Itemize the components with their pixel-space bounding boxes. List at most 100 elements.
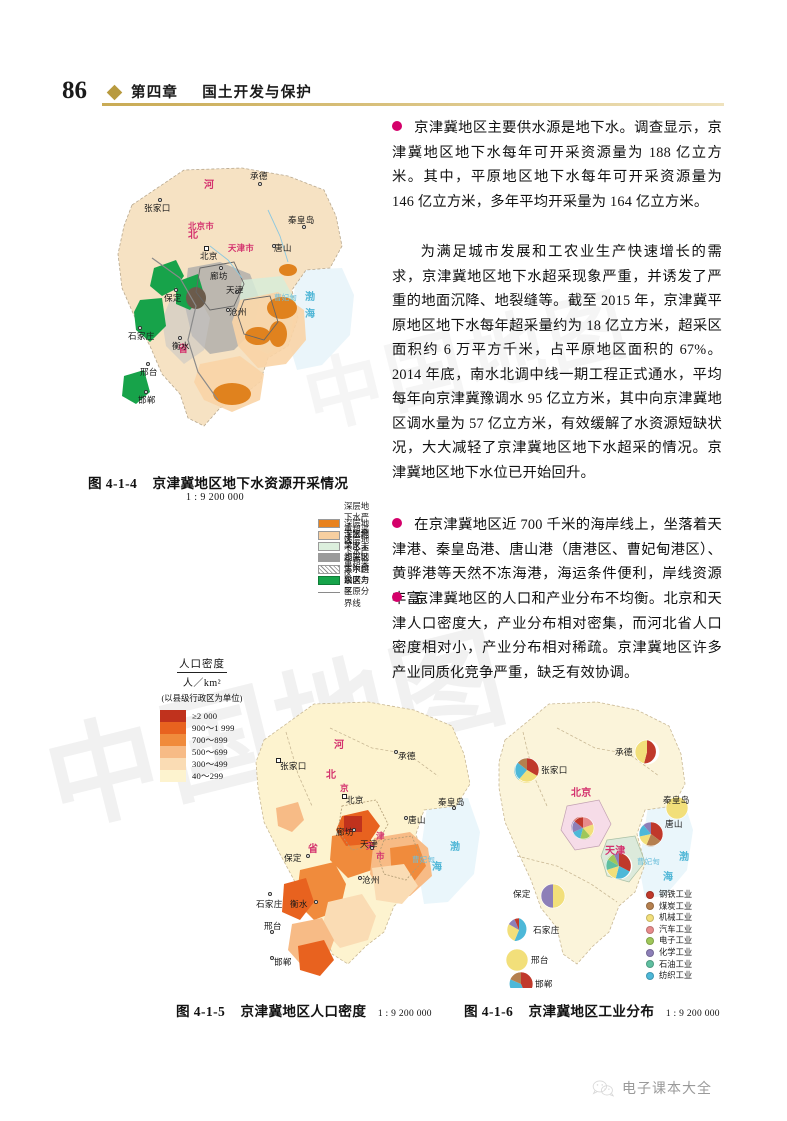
density-label: 900～1 999 (192, 723, 235, 733)
region-label-he: 河 (204, 180, 215, 191)
city-dot (452, 806, 456, 810)
sea-label-caofeidian: 曹妃甸 (637, 857, 661, 866)
legend-dot (646, 902, 654, 911)
legend-item: 深层地下水未超采区 (318, 530, 377, 562)
region-label-sheng: 省 (178, 344, 189, 355)
city-label-baoding: 保定 (284, 853, 302, 863)
legend-label: 深层地下水超采区 (344, 518, 370, 551)
city-label-tangshan: 唐山 (408, 815, 426, 825)
pie-chart-xingtai (505, 948, 529, 972)
pie-chart-zhangjiakou (514, 757, 540, 783)
legend-swatch (318, 576, 340, 586)
legend-dot (646, 913, 654, 922)
legend-item: 化学工业 (646, 947, 692, 959)
sea-label-caofeidian: 曹妃甸 (274, 293, 298, 302)
city-label-baoding: 保定 (164, 293, 182, 303)
city-label-tangshan: 唐山 (274, 243, 292, 253)
region-label-beijing: 北京 (571, 788, 592, 799)
figure-industry-map: 张家口 承德 北京 秦皇岛 唐山 天津 保定 石家庄 邢台 邯郸 渤 海 曹妃甸 (487, 688, 702, 989)
legend-label: 石油工业 (659, 959, 693, 969)
legend-item: 煤炭工业 (646, 901, 692, 913)
bullet-icon (392, 518, 402, 528)
city-dot (302, 225, 306, 229)
legend-item: 深层地下水严重超采区 (318, 502, 377, 545)
legend-swatch (318, 564, 340, 574)
paragraph-group-2: 为满足城市发展和工农业生产快速增长的需求，京津冀地区地下水超采现象严重，并诱发了… (392, 240, 722, 485)
legend-dot (646, 925, 654, 934)
city-dot (219, 266, 223, 270)
page-number: 86 (62, 77, 87, 104)
density-label: ≥2 000 (192, 711, 218, 721)
density-swatch (160, 770, 186, 782)
pie-chart-handan (508, 971, 534, 988)
legend-item: 纺织工业 (646, 970, 692, 982)
diamond-icon (106, 84, 123, 100)
density-label: 700～899 (192, 735, 228, 745)
region-label-sheng: 省 (308, 844, 319, 855)
figure-1-title: 京津冀地区地下水资源开采情况 (152, 476, 349, 491)
legend-dot (646, 890, 654, 899)
city-label-xingtai: 邢台 (140, 367, 158, 377)
city-label-hengshui: 衡水 (172, 341, 190, 351)
city-label-chengde: 承德 (398, 751, 416, 761)
pie-label-zhangjiakou: 张家口 (541, 765, 568, 775)
city-dot (358, 876, 362, 880)
industry-map-graphic (498, 701, 693, 988)
pie-chart-shijiazhuang (506, 917, 532, 943)
city-label-cangzhou: 沧州 (362, 875, 380, 885)
city-label-qinhuangdao: 秦皇岛 (288, 215, 315, 225)
legend-swatch (318, 519, 340, 529)
figure-1-caption: 图 4-1-4 京津冀地区地下水资源开采情况 (88, 472, 348, 492)
density-swatch (160, 746, 186, 758)
legend-item: 山区与平原分界线 (318, 576, 377, 608)
city-dot (306, 854, 310, 858)
legend-item: 集中供水潜力区 (318, 565, 377, 596)
region-label-bei: 北 (188, 230, 199, 241)
legend-swatch (318, 541, 340, 551)
pie-chart-tangshan (638, 821, 664, 847)
legend-label: 电子工业 (659, 936, 693, 946)
paragraph-group-4: 京津冀地区的人口和产业分布不均衡。北京和天津人口密度大，产业分布相对密集，而河北… (392, 587, 722, 685)
paragraph-2: 为满足城市发展和工农业生产快速增长的需求，京津冀地区地下水超采现象严重，并诱发了… (392, 244, 722, 481)
figure-3-number: 图 4-1-6 (464, 1004, 514, 1019)
bullet-icon (392, 121, 402, 131)
paragraph-4: 京津冀地区的人口和产业分布不均衡。北京和天津人口密度大，产业分布相对密集，而河北… (392, 587, 722, 685)
density-ramp: ≥2 000 900～1 999 700～899 500～699 300～499… (148, 710, 256, 782)
population-density-map-graphic (255, 701, 480, 976)
region-label-beijing-city: 北京市 (188, 221, 215, 231)
density-label: 500～699 (192, 747, 228, 757)
density-label: 40～299 (192, 771, 224, 781)
pie-label-baoding: 保定 (513, 889, 531, 899)
paragraph-3-text: 在京津冀地区近 700 千米的海岸线上，坐落着天津港、秦皇岛港、唐山港（唐港区、… (392, 517, 722, 607)
figure-2-number: 图 4-1-5 (176, 1004, 226, 1019)
pie-label-tangshan: 唐山 (665, 819, 683, 829)
legend-label: 集中供水潜力区 (344, 564, 370, 597)
legend-item: 浅层地下水严重超采区 (318, 536, 377, 579)
legend-label: 煤炭工业 (659, 901, 693, 911)
city-dot (258, 182, 262, 186)
city-dot (144, 390, 148, 394)
city-dot (404, 816, 408, 820)
city-label-qinhuangdao: 秦皇岛 (438, 797, 465, 807)
city-dot (158, 198, 162, 202)
legend-item: 机械工业 (646, 912, 692, 924)
city-dot (226, 308, 230, 312)
city-label-zhangjiakou: 张家口 (144, 203, 171, 213)
legend-label: 纺织工业 (659, 971, 693, 981)
figure-1-number: 图 4-1-4 (88, 476, 138, 491)
region-label-jing: 京 (340, 783, 349, 793)
sea-label-hai: 海 (305, 309, 316, 320)
city-label-xingtai: 邢台 (264, 921, 282, 931)
chapter-title: 国土开发与保护 (202, 84, 313, 101)
bullet-icon (392, 592, 402, 602)
groundwater-legend: 深层地下水严重超采区 深层地下水超采区 深层地下水未超采区 浅层地下水严重超采区… (318, 502, 377, 608)
chapter-number: 第四章 (131, 84, 179, 101)
industry-legend: 钢铁工业 煤炭工业 机械工业 汽车工业 电子工业 化学工业 石油工业 纺织工业 (646, 889, 692, 982)
city-dot (268, 892, 272, 896)
sea-label-hai: 海 (663, 872, 674, 883)
city-dot (138, 326, 142, 330)
city-dot (270, 956, 274, 960)
legend-label: 浅层地下水超采区 (344, 553, 370, 585)
legend-item: 电子工业 (646, 935, 692, 947)
density-swatch (160, 722, 186, 734)
